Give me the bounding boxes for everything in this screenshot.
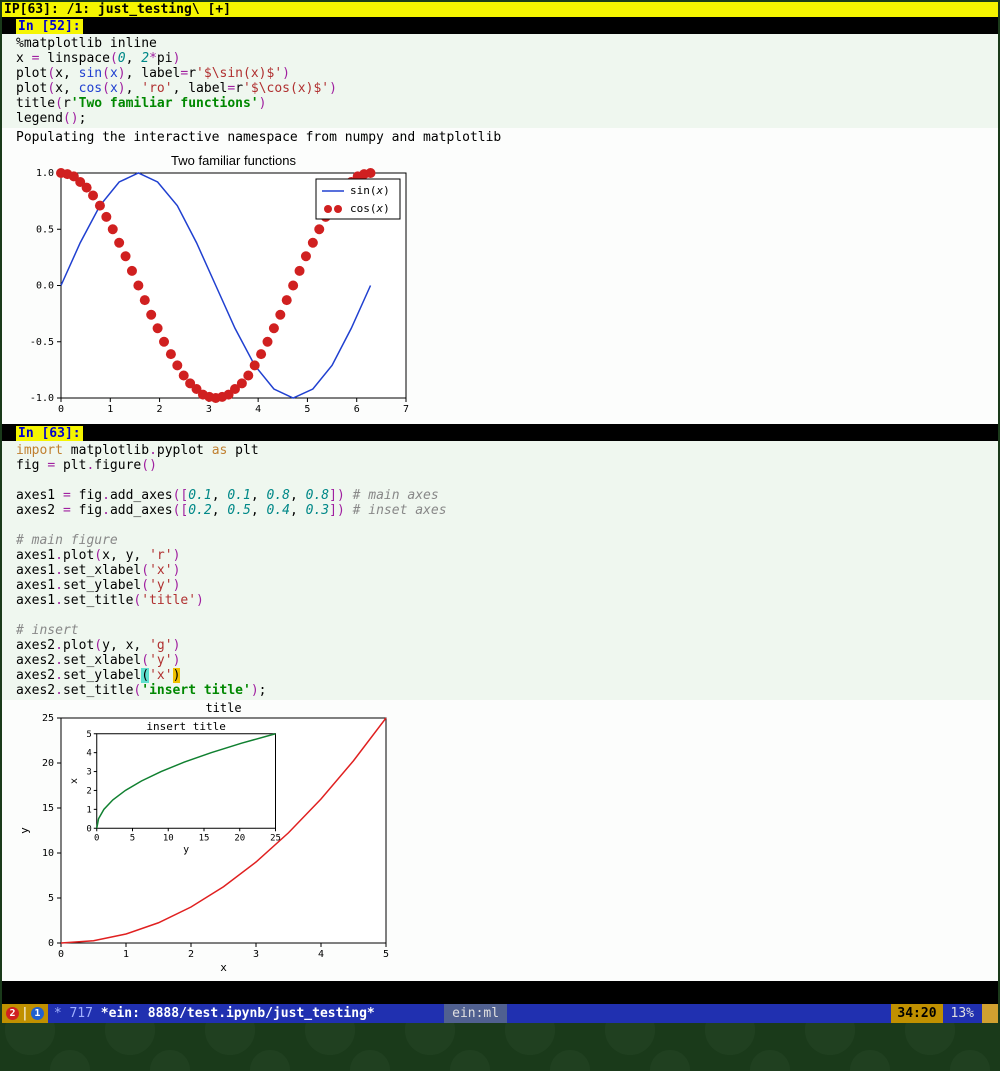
- title-bar: IP[63]: /1: just_testing\ [+]: [2, 2, 998, 17]
- input-prompt-63: In [63]:: [16, 426, 83, 441]
- svg-text:25: 25: [270, 833, 281, 843]
- svg-text:2: 2: [86, 786, 91, 796]
- svg-text:0.0: 0.0: [36, 281, 54, 292]
- output-text-52: Populating the interactive namespace fro…: [2, 128, 998, 147]
- editor-window[interactable]: IP[63]: /1: just_testing\ [+] In [52]: %…: [2, 2, 998, 1004]
- svg-text:sin(x): sin(x): [350, 184, 390, 197]
- svg-text:20: 20: [42, 758, 54, 769]
- svg-text:3: 3: [206, 404, 212, 415]
- svg-text:1: 1: [86, 805, 91, 815]
- status-indicators: 2 | 1: [2, 1004, 48, 1023]
- svg-text:3: 3: [253, 949, 259, 960]
- status-percent: 13%: [943, 1006, 982, 1021]
- svg-text:15: 15: [42, 803, 54, 814]
- svg-text:x: x: [69, 778, 80, 784]
- code-cell-52[interactable]: %matplotlib inline x = linspace(0, 2*pi)…: [2, 34, 998, 128]
- svg-text:0: 0: [58, 404, 64, 415]
- svg-text:Two familiar functions: Two familiar functions: [171, 153, 296, 168]
- input-prompt-52: In [52]:: [16, 19, 83, 34]
- svg-text:5: 5: [48, 893, 54, 904]
- svg-text:0: 0: [48, 938, 54, 949]
- status-bar: 2 | 1 * 717 *ein: 8888/test.ipynb/just_t…: [2, 1004, 998, 1023]
- svg-text:2: 2: [157, 404, 163, 415]
- svg-text:5: 5: [86, 730, 91, 740]
- indicator-info-icon: 1: [31, 1007, 44, 1020]
- indicator-error-icon: 2: [6, 1007, 19, 1020]
- svg-text:15: 15: [199, 833, 210, 843]
- svg-text:5: 5: [383, 949, 389, 960]
- svg-text:20: 20: [234, 833, 245, 843]
- svg-text:5: 5: [304, 404, 310, 415]
- status-end-cap: [982, 1004, 998, 1023]
- chart-title-inset: title0123450510152025xyinsert title05101…: [2, 700, 998, 981]
- svg-text:insert title: insert title: [146, 720, 225, 733]
- svg-text:1: 1: [107, 404, 113, 415]
- svg-text:1.0: 1.0: [36, 168, 54, 179]
- svg-text:4: 4: [255, 404, 261, 415]
- svg-text:10: 10: [42, 848, 54, 859]
- svg-text:cos(x): cos(x): [350, 202, 390, 215]
- svg-text:10: 10: [163, 833, 174, 843]
- svg-text:5: 5: [130, 833, 135, 843]
- svg-text:1: 1: [123, 949, 129, 960]
- status-buffer-name: * 717 *ein: 8888/test.ipynb/just_testing…: [48, 1006, 444, 1021]
- code-cell-63[interactable]: import matplotlib.pyplot as plt fig = pl…: [2, 441, 998, 700]
- svg-text:y: y: [18, 827, 31, 834]
- svg-text:y: y: [183, 844, 189, 855]
- svg-text:0: 0: [94, 833, 99, 843]
- svg-text:6: 6: [354, 404, 360, 415]
- svg-text:title: title: [205, 701, 241, 715]
- svg-text:3: 3: [86, 768, 91, 778]
- svg-text:0: 0: [86, 824, 91, 834]
- svg-text:4: 4: [318, 949, 324, 960]
- svg-text:7: 7: [403, 404, 409, 415]
- svg-text:4: 4: [86, 749, 91, 759]
- svg-text:0: 0: [58, 949, 64, 960]
- svg-text:2: 2: [188, 949, 194, 960]
- svg-text:25: 25: [42, 713, 54, 724]
- svg-text:x: x: [220, 961, 227, 974]
- svg-text:-1.0: -1.0: [30, 393, 54, 404]
- status-mode: ein:ml: [444, 1004, 507, 1023]
- svg-text:-0.5: -0.5: [30, 337, 54, 348]
- status-position: 34:20: [891, 1004, 942, 1023]
- svg-text:0.5: 0.5: [36, 224, 54, 235]
- chart-two-familiar-functions: Two familiar functions 0 1 2 3 4 5 6 7 -1.0 -0.5 0.…: [2, 147, 998, 424]
